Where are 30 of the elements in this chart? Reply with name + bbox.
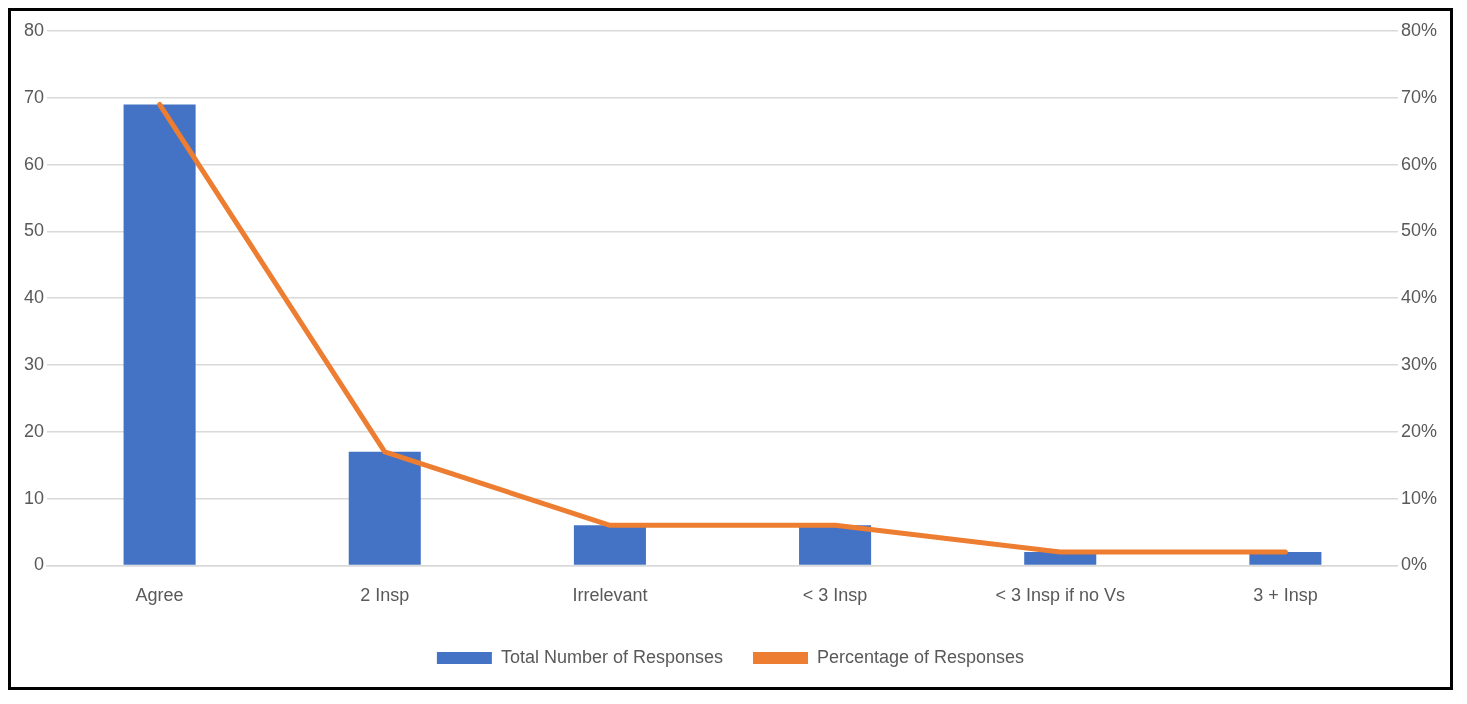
bar [573, 525, 646, 565]
bar [123, 104, 196, 565]
y-tick-label: 10 [23, 487, 45, 508]
y-tick-label: 70 [23, 86, 45, 107]
bar [799, 525, 872, 565]
x-tick-label: Irrelevant [572, 585, 648, 606]
legend-label: Percentage of Responses [816, 646, 1025, 667]
x-tick-label: < 3 Insp [802, 585, 868, 606]
y-tick-label: 40 [23, 287, 45, 308]
y2-tick-label: 10% [1400, 487, 1437, 508]
y2-tick-label: 50% [1400, 220, 1437, 241]
y2-tick-label: 20% [1400, 420, 1437, 441]
x-tick-label: Agree [135, 585, 184, 606]
x-tick-label: < 3 Insp if no Vs [995, 585, 1126, 606]
y-tick-label: 80 [23, 19, 45, 40]
y2-tick-label: 30% [1400, 353, 1437, 374]
y2-tick-label: 0% [1400, 554, 1427, 575]
y2-tick-label: 60% [1400, 153, 1437, 174]
x-tick-label: 2 Insp [360, 585, 410, 606]
y2-tick-label: 40% [1400, 287, 1437, 308]
bar [348, 451, 421, 565]
y2-tick-label: 70% [1400, 86, 1437, 107]
legend-label: Total Number of Responses [500, 646, 723, 667]
y-tick-label: 30 [23, 353, 45, 374]
y-tick-label: 50 [23, 220, 45, 241]
y2-tick-label: 80% [1400, 19, 1437, 40]
x-tick-label: 3 + Insp [1253, 585, 1318, 606]
y-tick-label: 60 [23, 153, 45, 174]
y-tick-label: 20 [23, 420, 45, 441]
y-tick-label: 0 [34, 554, 45, 575]
